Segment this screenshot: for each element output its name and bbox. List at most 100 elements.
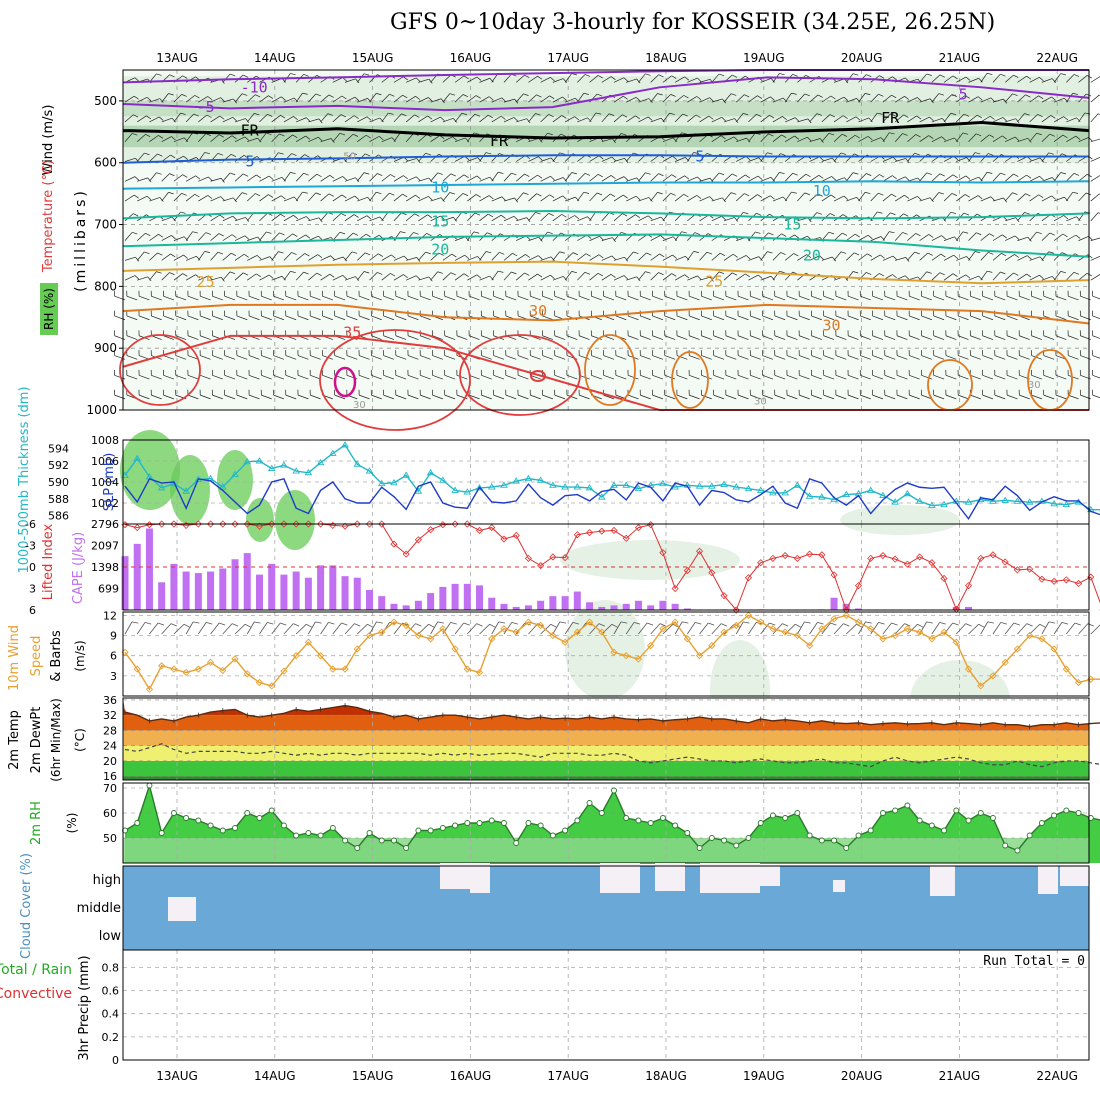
wind-barb-feather [281, 276, 286, 281]
wind-barb-shaft [357, 215, 368, 222]
wind-barb-shaft [344, 177, 356, 182]
wind-barb [210, 251, 224, 261]
wind-barb [393, 274, 408, 281]
wind-barb [601, 138, 616, 144]
wind-barb-feather [159, 98, 164, 103]
wind-barb-shaft [285, 355, 297, 360]
temp-tick: 28 [103, 724, 117, 737]
wind-barb-feather [480, 369, 482, 376]
wind-barb-shaft [456, 374, 468, 380]
wind-barb [493, 369, 505, 380]
wind-barb-shaft [381, 174, 391, 182]
wind-barb-shaft [395, 374, 407, 380]
wind-barb-10m [968, 623, 985, 635]
wind-barb-feather [146, 195, 152, 201]
wind-barb [395, 389, 407, 400]
wind-barb-feather [452, 136, 457, 141]
wind-barb [222, 116, 237, 123]
wind-barb-feather [635, 214, 640, 219]
temp-tick: 32 [103, 709, 117, 722]
wind-barb-10m [136, 622, 152, 635]
wind-barb-shaft [138, 394, 150, 400]
wind-barb-feather [352, 133, 359, 137]
wind-barb-shaft [652, 394, 664, 400]
wind-barb-feather [376, 621, 383, 624]
wind-barb [590, 290, 602, 301]
wind-barb-shaft [344, 251, 353, 261]
cape-bar [451, 583, 459, 610]
wind-barb-feather [297, 350, 299, 356]
wind-barb-shaft [491, 115, 502, 123]
wind-barb-shaft [210, 214, 221, 222]
wind-barb-feather [268, 194, 274, 198]
wind-barb-shaft [420, 295, 431, 301]
wind-barb-feather [549, 194, 555, 198]
wind-barb-feather [575, 196, 580, 202]
wind-barb [381, 93, 395, 103]
wind-barb-shaft [406, 257, 417, 261]
wind-barb-shaft [332, 77, 343, 83]
wind-barb-shaft [344, 115, 355, 123]
wind-barb-10m [735, 621, 750, 635]
wind-barb-feather [340, 213, 346, 217]
wind-barb-shaft [259, 95, 269, 103]
wind-barb-feather [273, 350, 274, 356]
wind-barb-feather [391, 137, 396, 142]
wind-barb [259, 132, 272, 142]
wind-barb-shaft [528, 156, 539, 162]
day-label-top: 13AUG [156, 51, 198, 65]
wind-barb-feather [133, 114, 139, 118]
wind-barb [163, 389, 175, 400]
wind-barb [124, 114, 139, 123]
wind-barb-shaft [356, 172, 365, 182]
wind-barb-feather [987, 621, 995, 624]
wind-barb [149, 271, 162, 281]
wind-barb [248, 369, 260, 380]
wind-barb [161, 216, 176, 222]
wind-barb-shaft [247, 193, 256, 202]
wind-barb [369, 173, 383, 182]
wind-barb [124, 194, 139, 202]
wind-barb-feather [211, 330, 213, 336]
wind-barb-feather [440, 98, 445, 104]
isotherm-label: 10 [813, 182, 831, 200]
wind-barb-feather [334, 389, 336, 396]
wind-barb [454, 94, 469, 103]
wind-barb-feather [182, 174, 188, 178]
wind-barb-shaft [627, 374, 639, 380]
wind-barb [395, 350, 407, 360]
wind-barb-shaft [603, 394, 615, 400]
wind-barb [393, 76, 408, 83]
wind-barb-shaft [652, 374, 664, 380]
wind-barb-shaft [640, 394, 651, 400]
wind-barb-feather [505, 290, 507, 297]
wind-barb [283, 233, 298, 241]
wind-barb-shaft [395, 335, 407, 340]
wind-barb-shaft [222, 135, 233, 143]
wind-barb-shaft [467, 194, 477, 202]
wind-barb-feather [353, 115, 359, 119]
temp-tick: 20 [103, 755, 117, 768]
wind-barb [540, 274, 555, 281]
wind-barb-feather [395, 290, 397, 297]
wind-barb-feather [157, 252, 163, 256]
wind-barb-shaft [212, 315, 223, 321]
wind-barb-shaft [273, 394, 285, 400]
wind-barb-feather [440, 116, 445, 121]
wind-barb-shaft [442, 272, 452, 281]
wind-barb-feather [524, 173, 530, 177]
wind-barb-shaft [175, 315, 187, 321]
wind-barb-shaft [430, 215, 441, 222]
wind-barb [540, 213, 554, 222]
wind-barb [662, 112, 675, 123]
wind-barb [344, 195, 360, 202]
wind-barb [479, 114, 494, 123]
wind-barb [528, 193, 542, 202]
wind-barb-feather [904, 623, 911, 627]
wind-barb-feather [635, 115, 640, 120]
wind-barb-feather [514, 98, 519, 104]
wind-barb-shaft [493, 295, 505, 301]
wind-barb-feather [542, 290, 543, 297]
wind-barb-shaft [234, 235, 246, 241]
wind-barb-shaft [662, 193, 671, 202]
